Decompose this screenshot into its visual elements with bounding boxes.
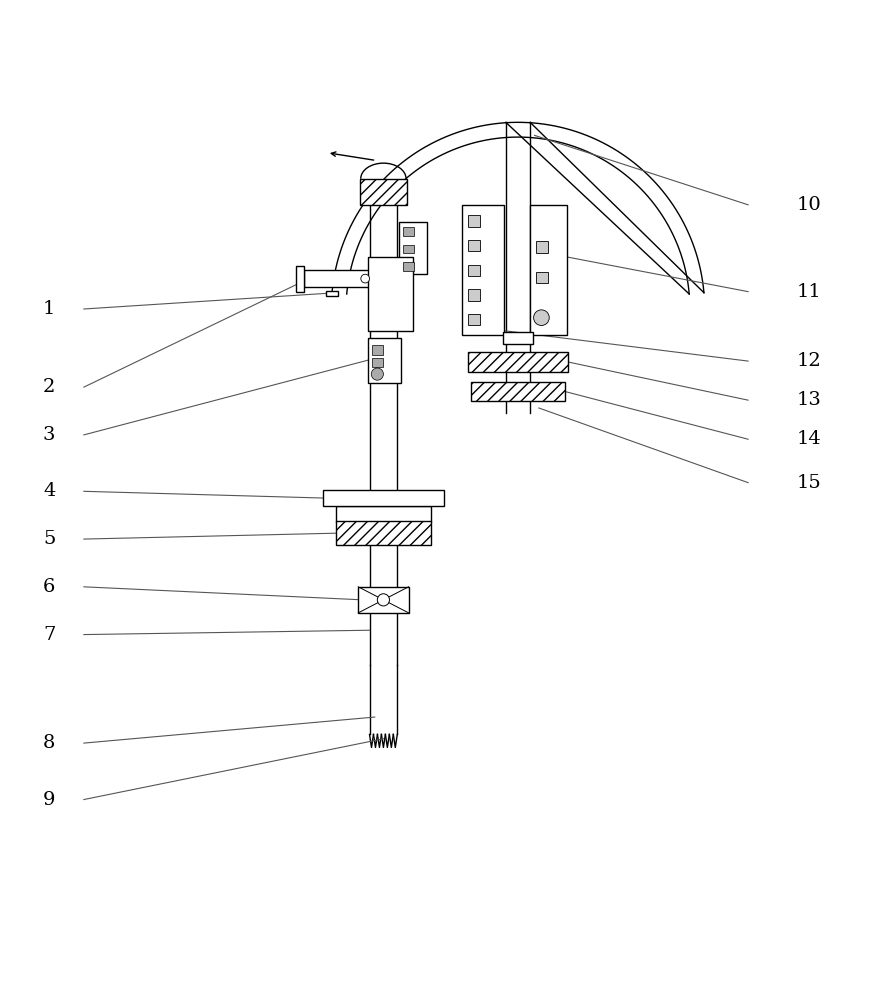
Bar bbox=[468, 265, 480, 276]
Text: 13: 13 bbox=[796, 391, 821, 409]
Text: 6: 6 bbox=[43, 578, 56, 596]
Text: 8: 8 bbox=[43, 734, 56, 752]
Bar bbox=[403, 227, 414, 236]
Bar bbox=[468, 240, 480, 251]
Bar bbox=[537, 272, 548, 283]
Text: 10: 10 bbox=[796, 196, 821, 214]
Bar bbox=[326, 291, 338, 296]
Bar bbox=[468, 215, 480, 227]
Text: 1: 1 bbox=[43, 300, 56, 318]
Text: 12: 12 bbox=[796, 352, 821, 370]
Text: 14: 14 bbox=[796, 430, 821, 448]
Bar bbox=[468, 289, 480, 301]
Text: 4: 4 bbox=[43, 482, 56, 500]
Bar bbox=[530, 205, 567, 335]
Circle shape bbox=[371, 368, 383, 380]
Text: 7: 7 bbox=[43, 626, 56, 644]
Circle shape bbox=[534, 310, 550, 325]
Text: 2: 2 bbox=[43, 378, 56, 396]
Text: 9: 9 bbox=[43, 791, 56, 809]
Bar bbox=[399, 222, 427, 274]
Text: 3: 3 bbox=[43, 426, 56, 444]
Text: 11: 11 bbox=[796, 283, 821, 301]
Bar bbox=[296, 266, 304, 292]
Bar bbox=[368, 257, 413, 331]
Bar bbox=[471, 382, 565, 401]
Bar bbox=[304, 270, 369, 287]
Bar bbox=[335, 521, 431, 545]
Circle shape bbox=[377, 594, 389, 606]
Bar bbox=[403, 245, 414, 253]
Bar bbox=[463, 205, 504, 335]
Bar bbox=[468, 314, 480, 325]
Text: 15: 15 bbox=[796, 474, 821, 492]
Bar bbox=[358, 587, 408, 613]
Bar bbox=[537, 241, 548, 253]
Bar bbox=[372, 345, 383, 355]
Bar bbox=[360, 179, 408, 205]
Text: 5: 5 bbox=[43, 530, 56, 548]
Bar bbox=[368, 338, 401, 383]
Bar bbox=[335, 506, 431, 522]
Bar bbox=[503, 332, 533, 344]
Bar bbox=[372, 358, 383, 367]
Circle shape bbox=[361, 274, 369, 283]
Bar bbox=[322, 490, 444, 506]
Bar bbox=[403, 262, 414, 271]
Bar bbox=[468, 352, 568, 372]
